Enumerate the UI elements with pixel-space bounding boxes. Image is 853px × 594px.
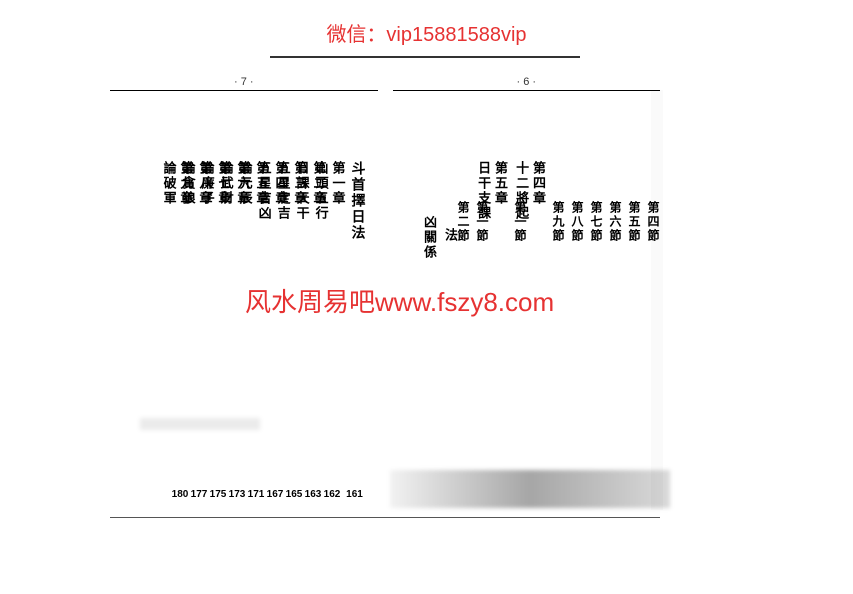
bottom-divider [110,517,660,518]
pn-1: 162 [323,489,342,500]
left-title: 斗首擇日法 [346,161,368,361]
r-col-s2: 第五節 [622,161,641,361]
right-page-number: · 6 · [512,76,540,88]
extra-fa: 法 [441,228,460,241]
r-ch5-s2: 第二節 [451,161,470,361]
left-page-number: · 7 · [230,76,258,88]
watermark: 风水周易吧www.fszy8.com [245,282,554,319]
r-ch5: 第五章日干支課 [489,161,508,361]
left-bottom-pagenums: 161 162 163 165 167 171 173 175 177 180 [110,489,368,500]
r-col-s4: 第七節 [584,161,603,361]
toc-col-1: 第一章山頭五行 [327,161,346,361]
pn-8: 177 [190,489,209,500]
scan-artifact-right [390,470,670,508]
pn-2: 163 [304,489,323,500]
r-col-s3: 第六節 [603,161,622,361]
left-toc: 斗首擇日法 第一章山頭五行 第二章日課天干 第三章五星定吉 第四章五星吉凶 第五… [175,161,368,361]
wechat-header: 微信：vip15881588vip [326,18,526,47]
pn-7: 175 [209,489,228,500]
pn-0: 161 [342,489,368,500]
pn-4: 167 [266,489,285,500]
pn-9: 180 [171,489,190,500]
r-col-s6: 第九節 [546,161,565,361]
right-toc: 第四節 第五節 第六節 第七節 第八節 第九節 第四章十二將起 第一節 第五章日… [451,161,660,361]
header-divider [270,56,580,58]
scan-artifact-left [140,418,260,430]
right-page-edge [651,90,663,510]
r-ch4: 第四章十二將起 [527,161,546,361]
extra-relation: 凶關係 [420,215,439,260]
pn-5: 171 [247,489,266,500]
pn-6: 173 [228,489,247,500]
pn-3: 165 [285,489,304,500]
r-col-s5: 第八節 [565,161,584,361]
